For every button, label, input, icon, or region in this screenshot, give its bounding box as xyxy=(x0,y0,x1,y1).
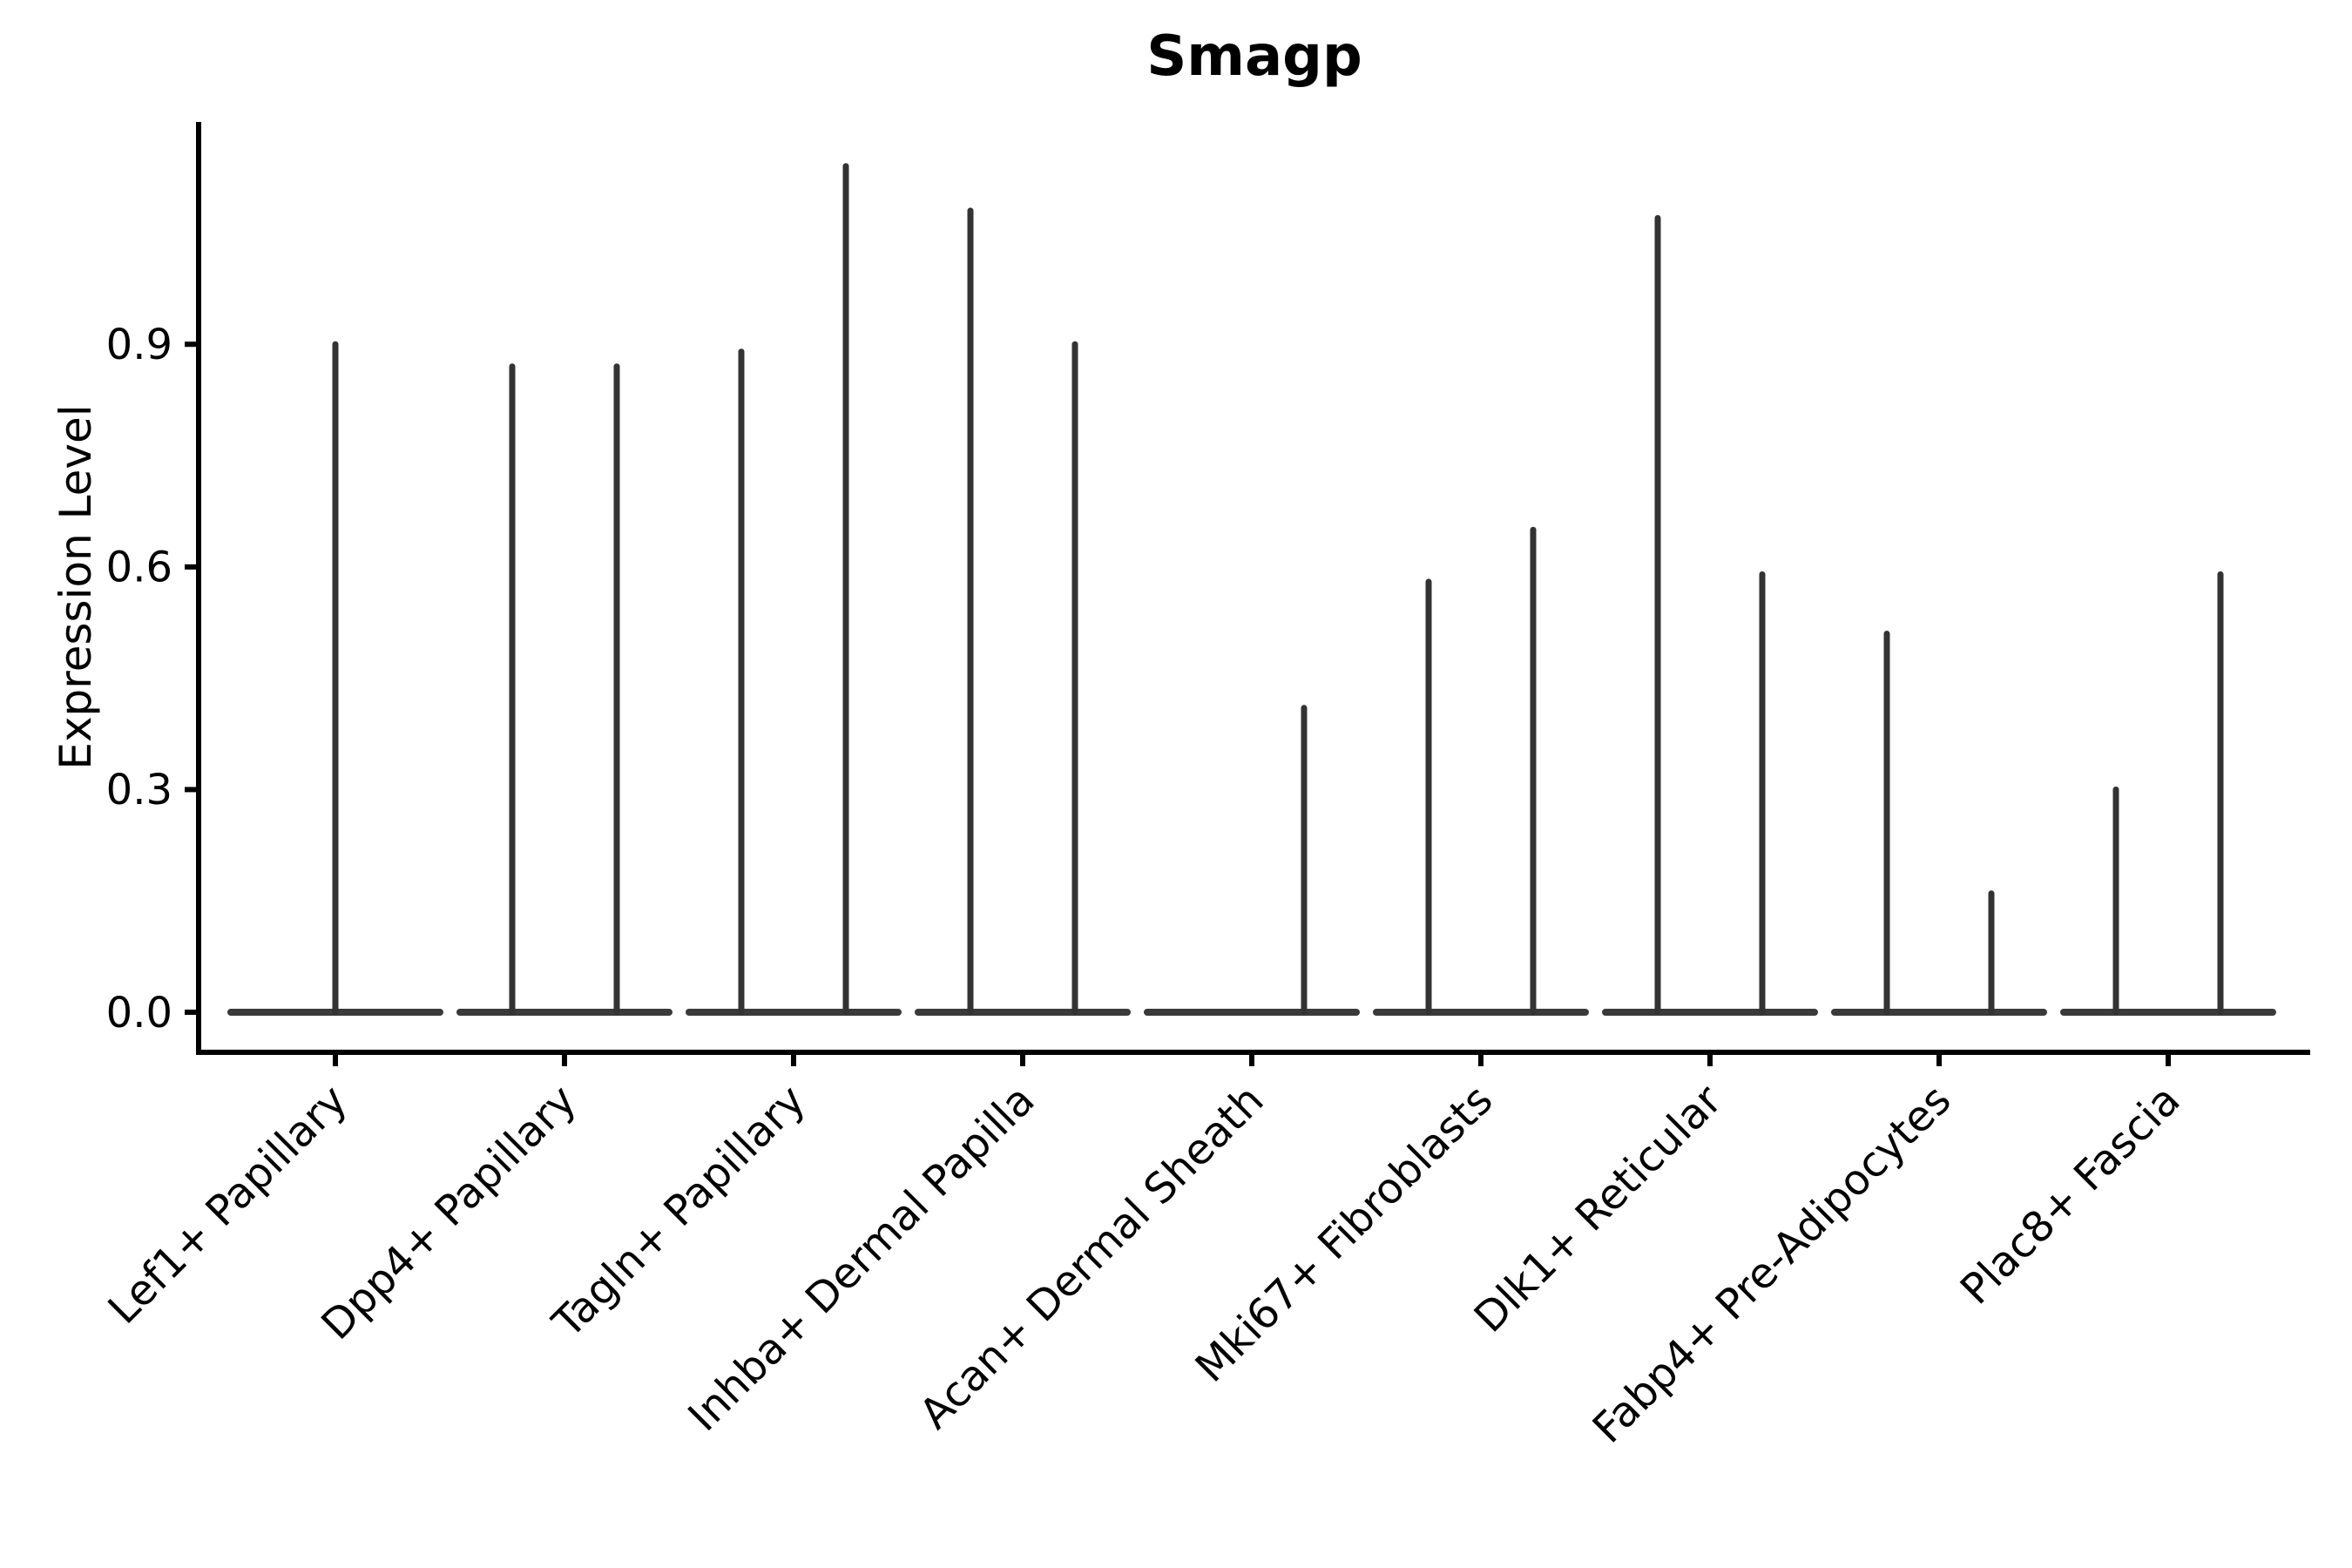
x-tick-label: Plac8+ Fascia xyxy=(1951,1076,2190,1315)
x-tick-label: Dpp4+ Papillary xyxy=(312,1076,585,1349)
x-tick-label: Tagln+ Papillary xyxy=(543,1076,814,1348)
y-tick-label: 0.9 xyxy=(106,321,172,369)
x-tick-label: Lef1+ Papillary xyxy=(99,1076,357,1334)
y-tick-label: 0.6 xyxy=(106,544,172,592)
chart-title: Smagp xyxy=(1146,24,1362,89)
y-tick-label: 0.3 xyxy=(106,766,172,814)
x-tick-label: Dlk1+ Reticular xyxy=(1465,1076,1732,1342)
y-tick-label: 0.0 xyxy=(106,989,172,1037)
